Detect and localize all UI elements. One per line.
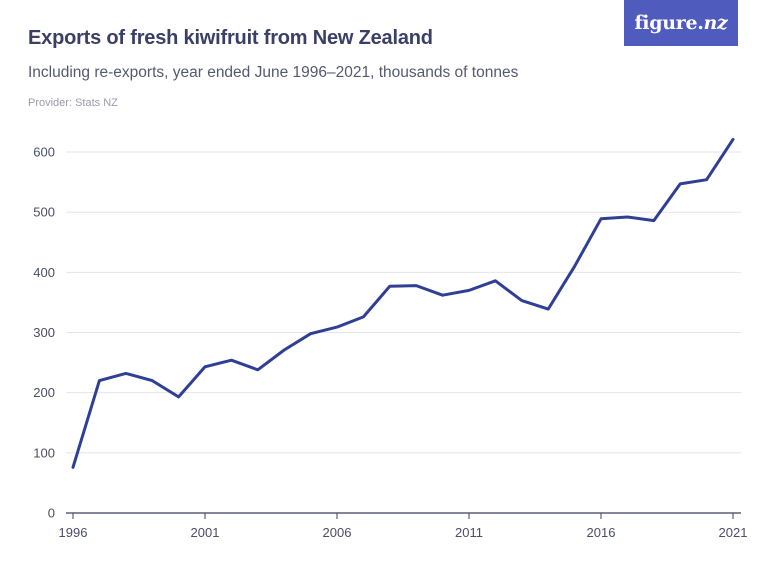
data-point [705, 178, 708, 181]
data-point [388, 285, 391, 288]
data-point [441, 294, 444, 297]
x-tick-label: 2011 [455, 525, 483, 540]
x-axis-ticks: 1996 2001 2006 2011 2016 2021 [59, 513, 748, 540]
chart-title: Exports of fresh kiwifruit from New Zeal… [28, 27, 433, 49]
data-point [494, 279, 497, 282]
x-tick-label: 2006 [323, 525, 352, 540]
x-tick-label: 2016 [587, 525, 616, 540]
data-point [679, 182, 682, 185]
chart-subtitle: Including re-exports, year ended June 19… [28, 64, 519, 81]
data-point [309, 332, 312, 335]
series-group [71, 137, 735, 469]
series-line [71, 137, 735, 469]
data-point [652, 219, 655, 222]
y-tick-label: 600 [33, 145, 55, 160]
x-tick-label: 2001 [191, 525, 220, 540]
y-tick-label: 0 [48, 506, 55, 521]
data-point [520, 299, 523, 302]
data-point [177, 395, 180, 398]
y-tick-label: 100 [33, 445, 55, 460]
data-point [362, 315, 365, 318]
data-point [336, 326, 339, 329]
data-point [626, 216, 629, 219]
data-point [600, 217, 603, 220]
y-axis-ticks: 0 100 200 300 400 500 600 [33, 145, 55, 521]
data-point [573, 265, 576, 268]
y-tick-label: 300 [33, 325, 55, 340]
x-tick-label: 1996 [59, 525, 88, 540]
logo-text-main: figure. [634, 12, 704, 34]
data-point [98, 379, 101, 382]
data-point [547, 308, 550, 311]
provider-note: Provider: Stats NZ [28, 97, 118, 109]
data-point [204, 365, 207, 368]
data-point [415, 284, 418, 287]
data-point [468, 289, 471, 292]
y-tick-label: 400 [33, 265, 55, 280]
data-point [732, 138, 735, 141]
data-point [72, 466, 75, 469]
data-point [256, 368, 259, 371]
y-tick-label: 500 [33, 205, 55, 220]
data-point [230, 359, 233, 362]
logo-text-italic: nz [703, 12, 728, 34]
data-point [151, 379, 154, 382]
y-tick-label: 200 [33, 385, 55, 400]
x-tick-label: 2021 [719, 525, 748, 540]
data-point [283, 348, 286, 351]
data-point [124, 372, 127, 375]
figure-nz-logo[interactable]: figure. nz [624, 0, 738, 46]
gridlines [66, 151, 741, 514]
